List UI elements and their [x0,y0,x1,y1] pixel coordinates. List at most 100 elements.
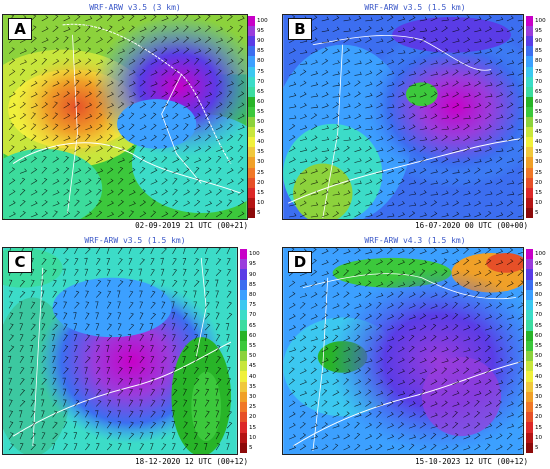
wind-barb [310,378,318,385]
wind-barb [85,211,93,218]
wind-barb [150,410,156,418]
wind-barb [354,270,362,276]
wind-barb [310,389,318,396]
wind-barb [204,356,209,363]
colorbar-segment [240,330,247,342]
wind-barb [463,93,471,98]
wind-barb [365,422,373,429]
wind-barb [161,334,167,342]
wind-barb [485,48,493,54]
wind-barb [397,114,406,120]
wind-barb [430,71,439,76]
wind-barb [332,60,340,65]
colorbar-tick-label: 95 [249,261,257,268]
wind-barb [452,147,460,152]
wind-barb [485,157,493,163]
colorbar-tick-label: 45 [249,363,257,370]
wind-barb [506,356,514,364]
colorbar-tick-label: 75 [249,302,257,309]
wind-barb [41,166,48,174]
wind-barb [41,301,45,309]
wind-barb [354,390,362,396]
wind-barb [452,379,460,385]
colorbar-tick-label: 25 [257,169,265,176]
colorbar-tick-label: 15 [249,424,257,431]
wind-barb [139,211,147,218]
wind-barb [215,15,223,22]
wind-barb [495,201,504,207]
wind-barb [495,357,504,364]
wind-barb [365,103,373,109]
wind-barb [139,167,146,174]
wind-barb [397,291,404,298]
wind-barb [215,124,223,131]
wind-barb [441,190,449,196]
wind-barb [62,377,66,385]
colorbar-segment [526,371,533,383]
wind-barb [85,279,89,287]
wind-barb [387,423,394,429]
wind-barb [397,27,406,33]
wind-barb [30,211,38,218]
wind-barb [484,443,491,451]
wind-barb [354,180,362,185]
wind-barb [139,91,147,98]
wind-barb [474,114,482,120]
wind-barb [194,79,200,87]
wind-barb [299,281,308,287]
wind-barb [73,432,78,440]
colorbar-segment [248,187,255,199]
wind-barb [226,399,232,407]
wind-barb [332,390,340,396]
wind-barb [150,190,158,196]
wind-barb [474,38,482,44]
wind-barb [376,335,383,342]
wind-barb [376,200,383,207]
wind-barb [332,169,340,174]
wind-barb [343,145,350,152]
wind-barb [321,16,330,22]
colorbar-tick-label: 30 [535,393,543,400]
wind-barb [8,377,12,385]
wind-barb [8,301,14,309]
wind-barb [85,167,92,174]
wind-barb [74,410,80,418]
wind-barb [387,157,394,163]
wind-barb [332,345,339,353]
wind-barb [506,368,514,375]
wind-barb [288,280,296,287]
wind-barb [95,356,101,364]
wind-barb [74,90,80,98]
wind-barb [463,115,471,120]
wind-barb [41,269,47,276]
colorbar-tick-label: 80 [535,58,543,65]
wind-barb [139,388,143,396]
wind-barb [343,260,351,266]
colorbar-segment [248,76,255,88]
wind-barb [321,189,329,196]
wind-barb [172,399,178,407]
wind-barb [299,125,308,131]
wind-barb [150,257,155,265]
wind-barb [397,400,404,407]
wind-barb [463,291,470,298]
wind-barb [41,211,48,218]
wind-barb [332,48,340,54]
wind-barb [321,80,329,87]
wind-barb [237,36,244,43]
wind-barb [463,367,470,375]
wind-barb [299,147,308,152]
wind-barb [398,50,406,54]
wind-barb [397,212,405,218]
wind-barb [8,178,16,185]
wind-barb [107,58,114,65]
wind-barb [139,323,144,331]
wind-barb [299,335,307,342]
wind-barb [30,134,37,141]
wind-barb [452,158,460,163]
wind-barb [106,388,111,396]
wind-barb [107,178,114,185]
colorbar-segment [526,96,533,108]
wind-barb [139,145,145,152]
wind-barb [183,200,191,207]
